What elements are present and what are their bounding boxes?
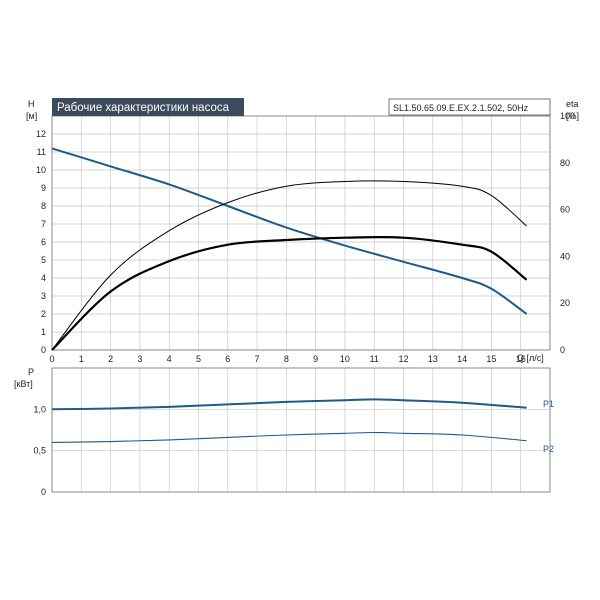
- x-tick-label: 10: [340, 354, 350, 364]
- x-tick-label: 15: [486, 354, 496, 364]
- y-tick-label: 0: [41, 345, 46, 355]
- y-tick-label: 6: [41, 237, 46, 247]
- y-axis-unit-h: [м]: [26, 111, 37, 121]
- x-tick-label: 5: [196, 354, 201, 364]
- y2-axis-unit-eta: [%]: [566, 111, 579, 121]
- y-axis-unit-p: [кВт]: [14, 379, 33, 389]
- y-tick-label: 8: [41, 201, 46, 211]
- y-tick-label: 10: [36, 165, 46, 175]
- y2-tick-label: 20: [560, 298, 570, 308]
- lower-grid: [51, 367, 551, 493]
- x-tick-label: 6: [225, 354, 230, 364]
- model-box: [388, 98, 551, 116]
- x-tick-label: 13: [428, 354, 438, 364]
- head-curve: [51, 147, 528, 315]
- power-curve-p1: [51, 398, 527, 411]
- y-tick-label: 3: [41, 291, 46, 301]
- p-tick-label: 0,5: [33, 446, 46, 456]
- y2-axis-label-eta: eta: [566, 99, 579, 109]
- upper-tick-labels: 0 1 2 3 4 5 6 7 8 9 10 11 12 13 14 15 160123456789101112…: [36, 111, 575, 364]
- y2-tick-label: 60: [560, 205, 570, 215]
- lower-plot-frame: [51, 367, 551, 493]
- x-tick-label: 11: [370, 354, 379, 364]
- y2-tick-label: 0: [560, 345, 565, 355]
- x-tick-label: 0: [49, 354, 54, 364]
- y2-tick-label: 40: [560, 251, 570, 261]
- chart-title: Рабочие характеристики насоса: [57, 102, 230, 114]
- lower-series: [51, 398, 527, 443]
- x-tick-label: 16: [516, 354, 526, 364]
- x-axis-label-q: Q [л/с]: [517, 353, 544, 363]
- p-tick-label: 0: [41, 487, 46, 497]
- y2-tick-label: 100: [560, 111, 575, 121]
- power-curve-p2: [51, 431, 527, 443]
- x-tick-label: 9: [313, 354, 318, 364]
- p-tick-label: 1,0: [33, 404, 46, 414]
- x-tick-label: 12: [399, 354, 409, 364]
- y-axis-label-h: H: [28, 99, 35, 109]
- series-label-p2: P2: [543, 444, 554, 454]
- upper-series: [51, 147, 528, 351]
- y-tick-label: 2: [41, 309, 46, 319]
- x-tick-label: 1: [79, 354, 84, 364]
- y-tick-label: 9: [41, 183, 46, 193]
- y-tick-label: 1: [41, 327, 46, 337]
- efficiency-curve-2: [51, 235, 528, 351]
- y-tick-label: 5: [41, 255, 46, 265]
- x-tick-label: 3: [137, 354, 142, 364]
- y2-tick-label: 80: [560, 158, 570, 168]
- x-tick-label: 8: [284, 354, 289, 364]
- y-axis-label-p: P: [28, 367, 34, 377]
- y-tick-label: 12: [36, 129, 46, 139]
- x-tick-label: 14: [457, 354, 467, 364]
- y-tick-label: 4: [41, 273, 46, 283]
- upper-grid: [51, 115, 551, 351]
- chart-title-background: [52, 98, 244, 116]
- y-tick-label: 7: [41, 219, 46, 229]
- x-tick-label: 4: [167, 354, 172, 364]
- y-tick-label: 11: [37, 147, 46, 157]
- model-label: SL1.50.65.09.E.EX.2.1.502, 50Hz: [393, 103, 529, 113]
- series-label-p1: P1: [543, 399, 554, 409]
- x-tick-label: 7: [255, 354, 260, 364]
- upper-plot-frame: [51, 115, 551, 351]
- lower-tick-labels: 0 0,5 1,0: [33, 404, 46, 497]
- x-tick-label: 2: [108, 354, 113, 364]
- efficiency-curve-1: [51, 180, 527, 351]
